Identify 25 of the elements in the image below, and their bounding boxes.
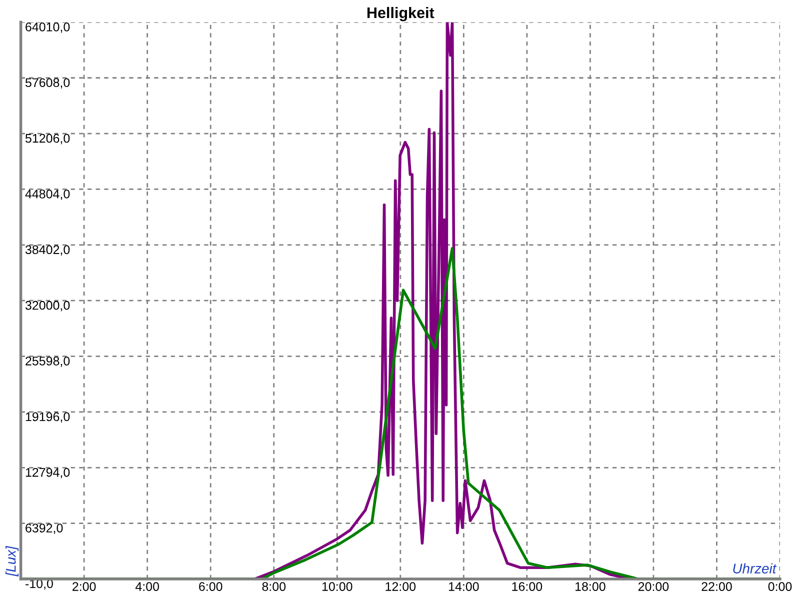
y-tick-label: 12794,0 [26,468,70,478]
x-tick-label: 18:00 [576,582,606,591]
chart-title: Helligkeit [367,6,434,22]
x-axis-title: Uhrzeit [733,563,777,574]
y-tick-label: 32000,0 [25,300,70,312]
x-tick-label: 12:00 [386,582,416,591]
y-tick-label: 6392,0 [26,524,63,534]
y-tick-label: 38402,0 [25,245,70,256]
x-tick-label: 16:00 [512,582,542,591]
y-tick-label: 44804,0 [25,190,70,200]
x-tick-label: 8:00 [262,582,286,591]
y-tick-label: 51206,0 [25,134,70,144]
y-tick-label: 19196,0 [26,412,70,423]
y-tick-label: 57608,0 [25,78,70,89]
x-tick-label: 4:00 [135,582,160,591]
x-tick-label: 20:00 [638,582,669,591]
y-tick-label: 25598,0 [26,356,70,367]
y-axis-title: [Lux] [6,546,19,576]
x-tick-label: 0:00 [768,582,792,591]
x-tick-label: 10:00 [322,582,352,591]
x-tick-label: 6:00 [199,582,222,591]
x-tick-label: 2:00 [72,582,96,591]
x-tick-label: 22:00 [702,582,732,591]
y-tick-label: 64010,0 [26,22,70,33]
x-tick-label: 14:00 [448,582,479,591]
